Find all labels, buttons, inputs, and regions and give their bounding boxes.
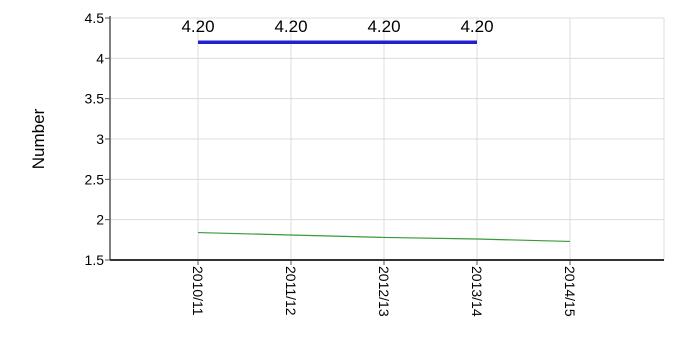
y-tick-label: 3.5 — [85, 91, 105, 107]
series-line-2 — [197, 231, 571, 243]
data-labels: 4.20 4.20 4.20 4.20 — [181, 17, 493, 36]
y-tick-label: 1.5 — [85, 252, 105, 268]
data-label: 4.20 — [181, 17, 214, 36]
data-label: 4.20 — [367, 17, 400, 36]
y-tick-label: 3 — [96, 131, 104, 147]
y-tick-label: 2.5 — [85, 171, 105, 187]
axes: 1.5 2 2.5 3 3.5 4 4.5 2010/11 2011/12 2012/13 2013… — [85, 10, 664, 317]
data-label: 4.20 — [274, 17, 307, 36]
y-tick-label: 4 — [96, 50, 104, 66]
y-tick-label: 4.5 — [85, 10, 105, 26]
x-tick-label: 2011/12 — [283, 266, 299, 316]
x-tick-label: 2012/13 — [376, 266, 392, 317]
gridlines — [110, 17, 665, 260]
y-tick-label: 2 — [96, 212, 104, 228]
x-tick-label: 2010/11 — [190, 266, 206, 316]
x-tick-label: 2014/15 — [562, 266, 578, 317]
y-axis-label: Number — [29, 108, 48, 169]
data-label: 4.20 — [460, 17, 493, 36]
series — [197, 40, 571, 243]
x-tick-label: 2013/14 — [469, 266, 485, 317]
